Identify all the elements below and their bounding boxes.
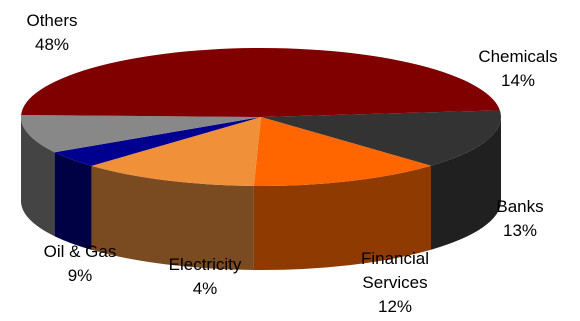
pie-slice-others: [21, 47, 500, 117]
pie-slice-chemicals: [261, 110, 501, 166]
label-electricity-value: 4%: [192, 279, 218, 298]
label-electricity: Electricity 4%: [150, 253, 260, 301]
label-chemicals-name: Chemicals: [478, 47, 558, 66]
label-chemicals-value: 14%: [500, 71, 536, 90]
label-banks: Banks 13%: [480, 195, 560, 243]
label-banks-value: 13%: [502, 221, 538, 240]
pie-side-chemicals: [431, 117, 501, 250]
pie-side-banks: [253, 165, 432, 270]
pie-slice-oil-gas: [20, 114, 261, 153]
label-others-name: Others: [26, 11, 78, 30]
pie-slice-financial-services: [91, 117, 261, 186]
pie-slice-electricity: [54, 117, 262, 166]
label-electricity-name: Electricity: [168, 255, 242, 274]
label-financial-services-line2: Services: [362, 273, 428, 292]
label-others-value: 48%: [34, 35, 70, 54]
label-chemicals: Chemicals 14%: [468, 45, 568, 93]
label-banks-name: Banks: [496, 197, 544, 216]
label-oil-gas-value: 9%: [67, 266, 93, 285]
pie-slice-banks: [253, 117, 432, 186]
label-oil-gas: Oil & Gas 9%: [30, 240, 130, 288]
label-others: Others 48%: [2, 9, 102, 57]
pie-side-financial-services: [91, 165, 254, 270]
label-financial-services-value: 12%: [377, 297, 413, 316]
label-oil-gas-name: Oil & Gas: [43, 242, 117, 261]
label-financial-services-line1: Financial: [360, 249, 430, 268]
label-financial-services: Financial Services 12%: [340, 247, 450, 319]
pie-side-electricity: [54, 152, 92, 250]
pie-side-oil-gas: [21, 117, 55, 237]
